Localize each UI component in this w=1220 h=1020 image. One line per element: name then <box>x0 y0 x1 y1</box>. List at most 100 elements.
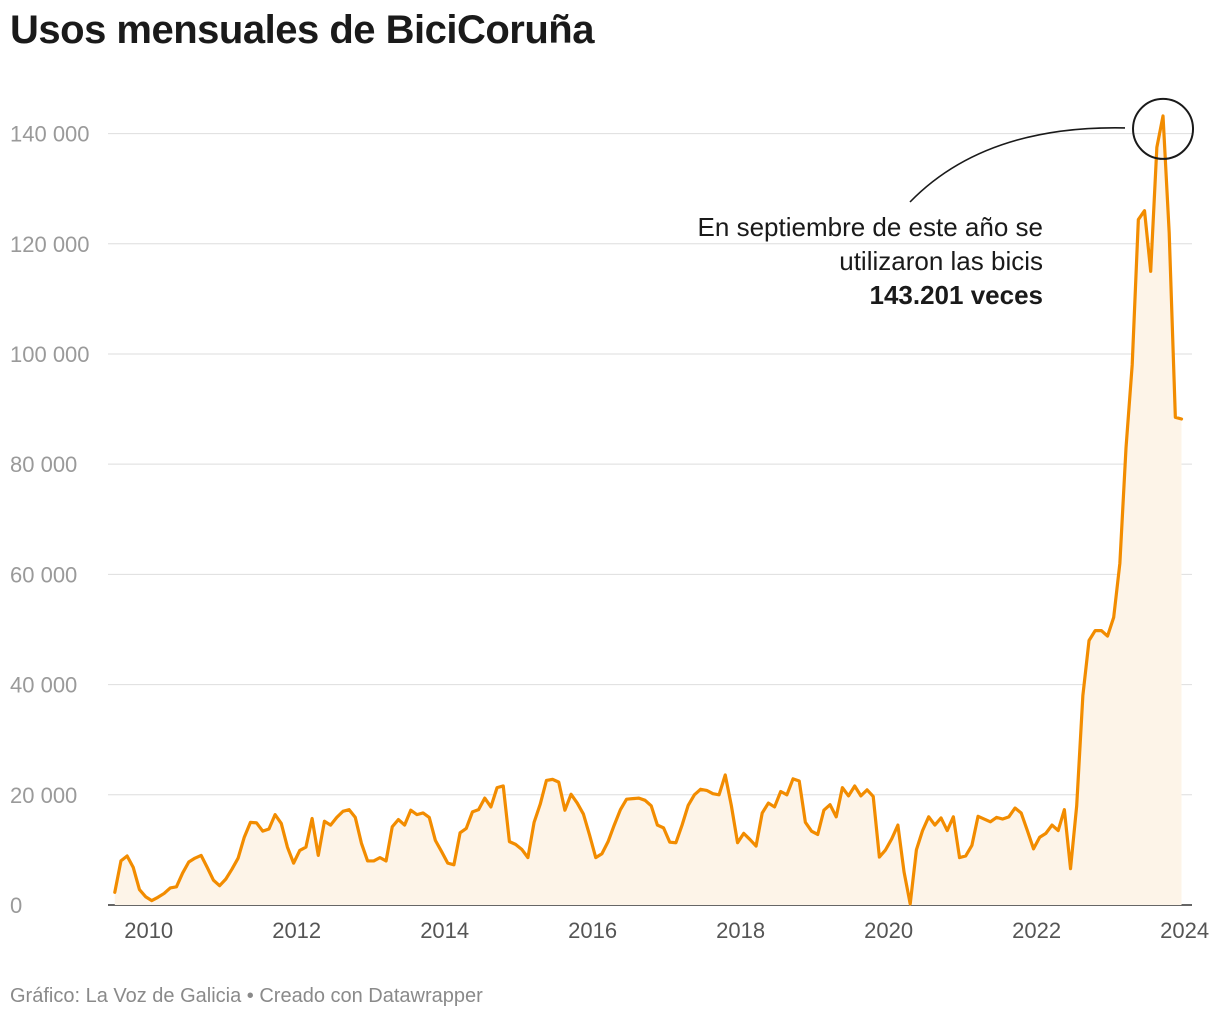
data-point-124 <box>876 854 882 860</box>
data-point-18 <box>223 876 229 882</box>
data-point-128 <box>901 869 907 875</box>
data-point-78 <box>593 855 599 861</box>
data-point-39 <box>352 814 358 820</box>
data-point-83 <box>624 796 630 802</box>
data-point-146 <box>1012 805 1018 811</box>
data-point-127 <box>895 822 901 828</box>
x-tick-label-4: 2018 <box>716 918 765 943</box>
data-point-155 <box>1068 866 1074 872</box>
y-tick-label-2: 40 000 <box>10 673 77 698</box>
data-point-105 <box>759 810 765 816</box>
y-tick-label-6: 120 000 <box>10 232 90 257</box>
data-point-31 <box>303 844 309 850</box>
data-point-135 <box>944 828 950 834</box>
data-point-161 <box>1105 633 1111 639</box>
data-point-97 <box>710 791 716 797</box>
data-point-15 <box>204 865 210 871</box>
annotation-circle <box>1132 97 1195 160</box>
x-tick-label-7: 2024 <box>1160 918 1209 943</box>
data-point-63 <box>500 783 506 789</box>
data-point-102 <box>741 830 747 836</box>
y-tick-label-4: 80 000 <box>10 452 77 477</box>
data-point-68 <box>531 819 537 825</box>
data-point-44 <box>383 858 389 864</box>
data-point-58 <box>469 809 475 815</box>
data-point-1 <box>118 858 124 864</box>
data-point-60 <box>482 795 488 801</box>
data-point-93 <box>685 802 691 808</box>
data-point-147 <box>1018 810 1024 816</box>
data-point-0 <box>112 889 118 895</box>
data-point-149 <box>1031 846 1037 852</box>
data-point-109 <box>784 792 790 798</box>
data-point-120 <box>852 783 858 789</box>
data-point-65 <box>513 841 519 847</box>
data-point-27 <box>278 820 284 826</box>
data-point-64 <box>506 839 512 845</box>
data-point-104 <box>753 843 759 849</box>
data-point-45 <box>389 824 395 830</box>
annotation-leader-line <box>909 127 1126 203</box>
data-point-51 <box>426 814 432 820</box>
data-point-85 <box>636 795 642 801</box>
data-point-76 <box>580 811 586 817</box>
data-point-100 <box>728 803 734 809</box>
data-point-22 <box>247 819 253 825</box>
data-point-3 <box>130 865 136 871</box>
data-point-131 <box>920 828 926 834</box>
data-point-55 <box>451 862 457 868</box>
data-point-129 <box>907 901 913 907</box>
data-point-130 <box>913 847 919 853</box>
data-point-138 <box>963 853 969 859</box>
data-point-157 <box>1080 693 1086 699</box>
data-point-115 <box>821 807 827 813</box>
data-point-66 <box>519 846 525 852</box>
data-point-82 <box>617 807 623 813</box>
data-point-7 <box>155 894 161 900</box>
x-tick-label-2: 2014 <box>420 918 469 943</box>
data-point-94 <box>691 792 697 798</box>
data-point-152 <box>1049 822 1055 828</box>
data-point-92 <box>679 822 685 828</box>
data-point-53 <box>439 849 445 855</box>
data-point-73 <box>562 807 568 813</box>
data-point-86 <box>642 797 648 803</box>
data-point-17 <box>217 883 223 889</box>
data-point-145 <box>1006 814 1012 820</box>
data-point-41 <box>365 858 371 864</box>
data-point-38 <box>346 807 352 813</box>
peak-annotation: En septiembre de este año se utilizaron … <box>698 97 1195 310</box>
data-point-170 <box>1160 113 1166 119</box>
data-point-10 <box>173 884 179 890</box>
data-point-2 <box>124 853 130 859</box>
data-point-5 <box>143 894 149 900</box>
data-point-35 <box>328 822 334 828</box>
data-point-166 <box>1135 217 1141 223</box>
data-point-126 <box>889 836 895 842</box>
data-point-81 <box>611 822 617 828</box>
data-point-156 <box>1074 803 1080 809</box>
data-point-40 <box>358 840 364 846</box>
data-point-37 <box>340 808 346 814</box>
data-point-158 <box>1086 638 1092 644</box>
data-point-75 <box>574 800 580 806</box>
data-point-11 <box>180 870 186 876</box>
annotation-text-line-2: utilizaron las bicis <box>839 246 1043 276</box>
data-point-34 <box>321 818 327 824</box>
data-point-50 <box>420 810 426 816</box>
data-point-153 <box>1055 828 1061 834</box>
data-point-163 <box>1117 560 1123 566</box>
data-point-154 <box>1061 807 1067 813</box>
data-point-19 <box>229 866 235 872</box>
source-footer: Gráfico: La Voz de Galicia • Creado con … <box>10 985 483 1007</box>
data-point-114 <box>815 831 821 837</box>
data-point-150 <box>1037 834 1043 840</box>
data-point-167 <box>1142 208 1148 214</box>
data-point-26 <box>272 812 278 818</box>
data-point-165 <box>1129 362 1135 368</box>
data-point-54 <box>445 860 451 866</box>
data-point-142 <box>987 819 993 825</box>
data-point-139 <box>969 842 975 848</box>
data-point-159 <box>1092 628 1098 634</box>
